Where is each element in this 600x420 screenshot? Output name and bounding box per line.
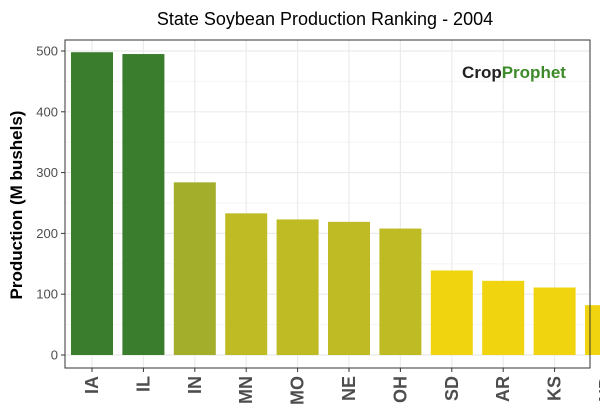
y-tick-label: 400 — [36, 104, 58, 119]
y-axis-label: Production (M bushels) — [7, 111, 26, 300]
bar-ks — [533, 287, 576, 355]
x-tick-label: IN — [185, 376, 205, 394]
x-tick-label: IL — [133, 376, 153, 392]
bar-oh — [379, 228, 422, 355]
x-tick-label: MO — [288, 376, 308, 405]
chart-title: State Soybean Production Ranking - 2004 — [157, 9, 493, 29]
svg-text:CropProphet: CropProphet — [462, 63, 566, 82]
cropprophet-logo: CropProphet — [462, 63, 566, 82]
y-tick-label: 100 — [36, 287, 58, 302]
y-tick-label: 200 — [36, 226, 58, 241]
logo-text-crop: Crop — [462, 63, 502, 82]
bar-mo — [276, 219, 319, 355]
bar-ne — [328, 221, 370, 355]
y-tick-label: 0 — [51, 348, 58, 363]
x-tick-label: AR — [493, 376, 513, 402]
bar-ar — [482, 280, 525, 355]
x-tick-label: ND — [596, 376, 600, 402]
bar-il — [122, 54, 165, 355]
bar-nd — [585, 305, 600, 355]
x-tick-label: IA — [82, 376, 102, 394]
bar-mn — [225, 213, 268, 355]
x-tick-label: MN — [236, 376, 256, 404]
y-tick-label: 500 — [36, 44, 58, 59]
x-axis-ticks: IA IL IN MN MO NE OH SD AR KS ND — [82, 368, 600, 405]
x-tick-label: KS — [545, 376, 565, 401]
y-tick-label: 300 — [36, 165, 58, 180]
bars — [71, 52, 600, 355]
bar-in — [173, 182, 216, 355]
bar-ia — [71, 52, 113, 355]
bar-sd — [430, 270, 473, 355]
y-axis-ticks: 0 100 200 300 400 500 — [36, 44, 65, 363]
x-tick-label: SD — [442, 376, 462, 401]
x-tick-label: NE — [339, 376, 359, 401]
x-tick-label: OH — [390, 376, 410, 403]
logo-text-prophet: Prophet — [502, 63, 567, 82]
panel-border — [64, 39, 591, 369]
